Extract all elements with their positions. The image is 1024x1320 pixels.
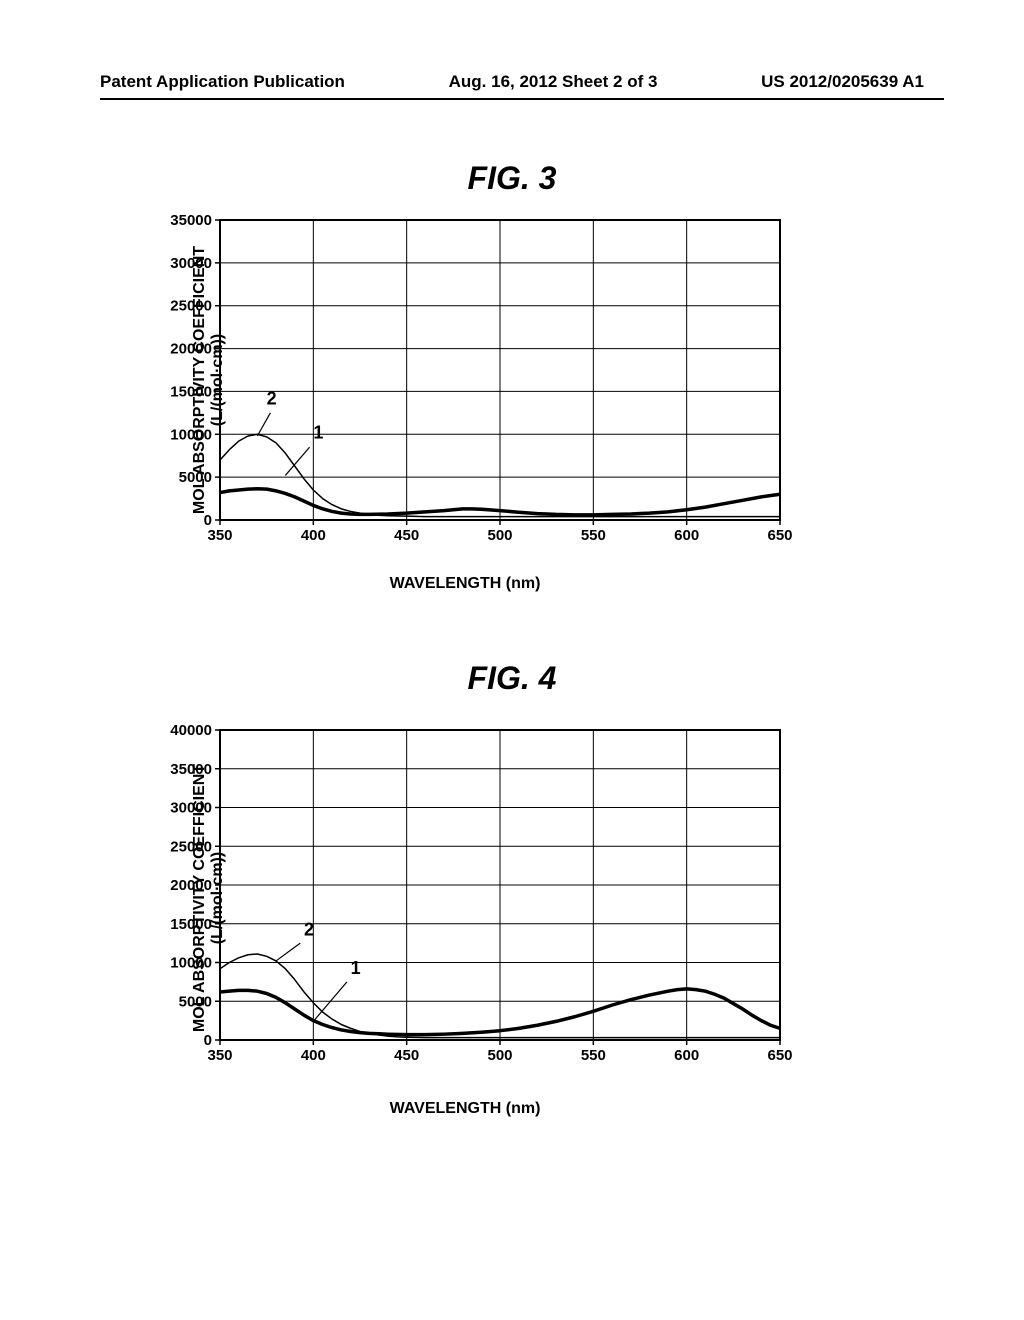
svg-text:650: 650 [767, 527, 792, 544]
header-divider [100, 98, 944, 100]
svg-text:500: 500 [487, 1047, 512, 1064]
svg-text:550: 550 [581, 1047, 606, 1064]
fig3-svg: 3504004505005506006500500010000150002000… [135, 215, 795, 545]
svg-text:600: 600 [674, 527, 699, 544]
fig4-x-label: WAVELENGTH (nm) [390, 1100, 541, 1118]
svg-text:40000: 40000 [170, 725, 212, 739]
svg-text:400: 400 [301, 1047, 326, 1064]
fig4-title: FIG. 4 [0, 660, 1024, 697]
fig4-y-label: MOL ABSORPTIVITY COEFFICIENT (L/(mol·cm)… [191, 763, 227, 1031]
svg-text:35000: 35000 [170, 215, 212, 229]
svg-text:2: 2 [304, 919, 314, 939]
svg-text:0: 0 [204, 512, 212, 529]
svg-text:350: 350 [207, 1047, 232, 1064]
svg-text:650: 650 [767, 1047, 792, 1064]
fig4-svg: 3504004505005506006500500010000150002000… [135, 725, 795, 1070]
svg-text:600: 600 [674, 1047, 699, 1064]
svg-text:400: 400 [301, 527, 326, 544]
fig3-y-label: MOL ABSORPTIVITY COEFFICIENT (L/(mol·cm)… [191, 246, 227, 514]
header-left: Patent Application Publication [100, 72, 345, 92]
header-right: US 2012/0205639 A1 [761, 72, 924, 92]
fig3-title: FIG. 3 [0, 160, 1024, 197]
fig3-x-label: WAVELENGTH (nm) [390, 575, 541, 593]
svg-text:350: 350 [207, 527, 232, 544]
svg-text:0: 0 [204, 1032, 212, 1049]
svg-text:2: 2 [267, 388, 277, 408]
svg-text:500: 500 [487, 527, 512, 544]
svg-text:450: 450 [394, 527, 419, 544]
header-center: Aug. 16, 2012 Sheet 2 of 3 [449, 72, 658, 92]
svg-text:450: 450 [394, 1047, 419, 1064]
page-header: Patent Application Publication Aug. 16, … [0, 72, 1024, 92]
svg-text:550: 550 [581, 527, 606, 544]
fig4-chart: MOL ABSORPTIVITY COEFFICIENT (L/(mol·cm)… [135, 725, 795, 1070]
svg-text:1: 1 [351, 958, 361, 978]
fig3-chart: MOL ABSORPTIVITY COEFFICIENT (L/(mol·cm)… [135, 215, 795, 545]
svg-text:1: 1 [313, 423, 323, 443]
